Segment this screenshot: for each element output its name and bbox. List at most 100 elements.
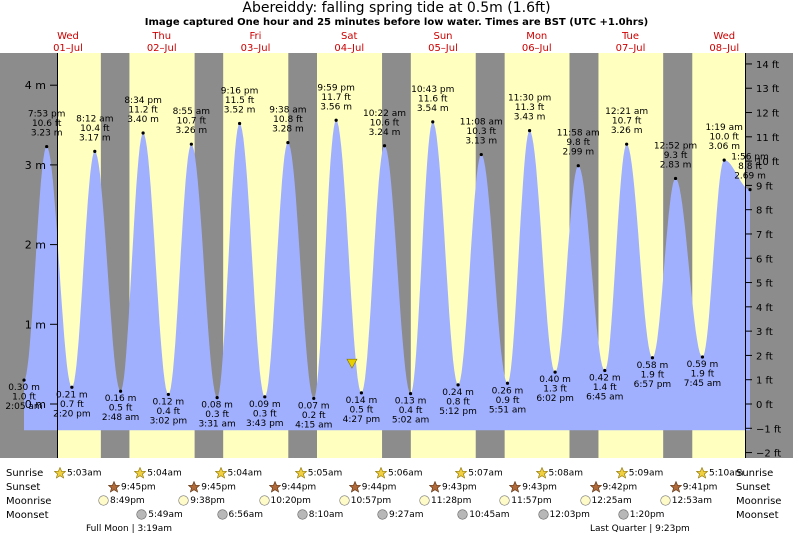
tide-label: 1:19 am — [706, 123, 743, 133]
tide-label: 1.0 ft — [12, 393, 36, 403]
high-tide-dot — [286, 140, 290, 145]
tide-label: 3.56 m — [320, 102, 352, 112]
moonrise-time: 10:20pm — [270, 496, 311, 506]
tide-label: 7:45 am — [684, 379, 721, 389]
sunset-icon — [429, 481, 441, 493]
sunrise-time: 5:03am — [67, 468, 102, 479]
current-level-marker — [346, 358, 358, 369]
moonset-icon — [457, 509, 468, 520]
sunset-event: 9:44pm — [348, 481, 396, 494]
axes: 0 m 1 m 2 m 3 m 4 m −2 ft −1 ft 0 ft 1 ft 2 ft 3 f… — [25, 53, 781, 460]
tide-label: 1.4 ft — [593, 383, 617, 393]
moonset-event: 12:03pm — [537, 509, 590, 521]
low-tide-dot — [408, 392, 413, 396]
tide-label: 0.12 m — [153, 397, 185, 407]
tide-label: 5:02 am — [392, 416, 429, 426]
tide-label: 6:57 pm — [634, 380, 672, 390]
tide-label: 3.24 m — [369, 128, 401, 138]
tide-label: 0.3 ft — [253, 409, 277, 419]
day-date-label: 05–Jul — [428, 43, 458, 54]
tide-label: 0.26 m — [492, 386, 524, 396]
tide-label: 2:48 am — [102, 413, 139, 423]
tide-label: 0.16 m — [105, 394, 137, 404]
moonset-icon — [618, 509, 629, 520]
tide-label: 0.2 ft — [302, 411, 326, 421]
tide-label: 0.13 m — [395, 397, 427, 407]
moonrise-icon — [178, 495, 189, 506]
y-right-tick-label: 13 ft — [756, 84, 779, 95]
moonrise-icon — [419, 495, 430, 506]
moonrise-time: 9:38pm — [190, 496, 225, 506]
high-tide-dot — [722, 158, 726, 162]
sunrise-icon — [375, 467, 387, 479]
moonrise-event: 9:38pm — [178, 495, 225, 507]
y-right-tick-label: 14 ft — [756, 60, 779, 71]
moonrise-icon — [499, 495, 510, 506]
moonrise-event: 8:49pm — [98, 495, 145, 507]
sunrise-row-label: Sunrise — [6, 468, 44, 479]
moonset-row-label-right: Moonset — [736, 510, 779, 521]
moonrise-event: 10:20pm — [258, 495, 311, 507]
tide-label: 9:59 pm — [317, 83, 355, 93]
moonset-time: 5:49am — [148, 510, 183, 520]
tide-label: 5:12 pm — [439, 407, 477, 417]
sunset-icon — [509, 481, 522, 493]
tide-label: 6:02 pm — [536, 394, 574, 404]
sunrise-event: 5:04am — [214, 467, 262, 480]
day-name-label: Wed — [713, 31, 735, 42]
tide-label: 11.5 ft — [225, 96, 255, 106]
moonset-event: 8:10am — [297, 509, 343, 521]
moonset-icon — [537, 509, 549, 520]
tide-label: 3.26 m — [611, 126, 643, 136]
day-date-label: 06–Jul — [522, 43, 552, 54]
sunrise-event: 5:05am — [294, 467, 343, 480]
low-tide-dot — [215, 396, 219, 400]
moonset-event: 10:45am — [457, 509, 509, 521]
tide-label: 0.24 m — [442, 388, 474, 398]
sunrise-event: 5:08am — [535, 467, 584, 480]
day-name-label: Sat — [341, 31, 357, 42]
tide-label: 9:38 am — [269, 106, 306, 116]
tide-label: 7:53 pm — [28, 110, 66, 120]
high-tide-dot — [625, 142, 629, 146]
tide-label: 2.83 m — [660, 160, 692, 170]
day-date-label: 02–Jul — [147, 43, 177, 54]
sunset-icon — [669, 481, 682, 493]
tide-label: 2:05 am — [5, 402, 42, 412]
tide-label: 2:20 pm — [53, 409, 91, 419]
day-date-label: 08–Jul — [709, 43, 739, 54]
tide-label: 1.9 ft — [641, 370, 665, 380]
high-tide-dot — [334, 118, 338, 122]
sunset-time: 9:43pm — [522, 482, 557, 493]
moonrise-time: 12:53am — [671, 496, 712, 506]
tide-label: 10.6 ft — [32, 119, 62, 129]
y-right-tick-label: 9 ft — [756, 181, 773, 192]
tide-label: 0.40 m — [539, 375, 571, 385]
tide-label: 11:08 am — [460, 118, 503, 128]
moonset-icon — [136, 509, 147, 520]
y-right-tick-label: 11 ft — [756, 133, 779, 144]
tide-label: 0.58 m — [637, 361, 669, 371]
day-date-label: 07–Jul — [616, 43, 646, 54]
tide-label: 1:56 pm — [731, 153, 769, 163]
day-date-label: 03–Jul — [241, 43, 271, 54]
tide-label: 3.40 m — [127, 115, 159, 125]
sunrise-time: 5:08am — [548, 468, 584, 479]
y-right-tick-label: 7 ft — [756, 230, 773, 241]
tide-label: 3.52 m — [224, 105, 256, 115]
low-tide-dot — [505, 381, 510, 385]
sunrise-event: 5:07am — [455, 467, 503, 480]
tide-label: 5:51 am — [489, 405, 526, 415]
tide-label: 10.7 ft — [177, 117, 207, 127]
sunrise-time: 5:05am — [307, 468, 343, 479]
sunrise-time: 5:07am — [468, 468, 503, 479]
high-tide-dot — [141, 131, 145, 135]
day-name-label: Mon — [526, 31, 547, 42]
sunrise-event: 5:06am — [375, 467, 423, 480]
tide-label: 10.4 ft — [80, 124, 110, 134]
full-moon-phase: Full Moon | 3:19am — [86, 524, 172, 534]
tide-label: 1.9 ft — [691, 369, 715, 379]
y-right-tick-label: 2 ft — [756, 351, 773, 362]
sunset-time: 9:45pm — [121, 482, 156, 493]
